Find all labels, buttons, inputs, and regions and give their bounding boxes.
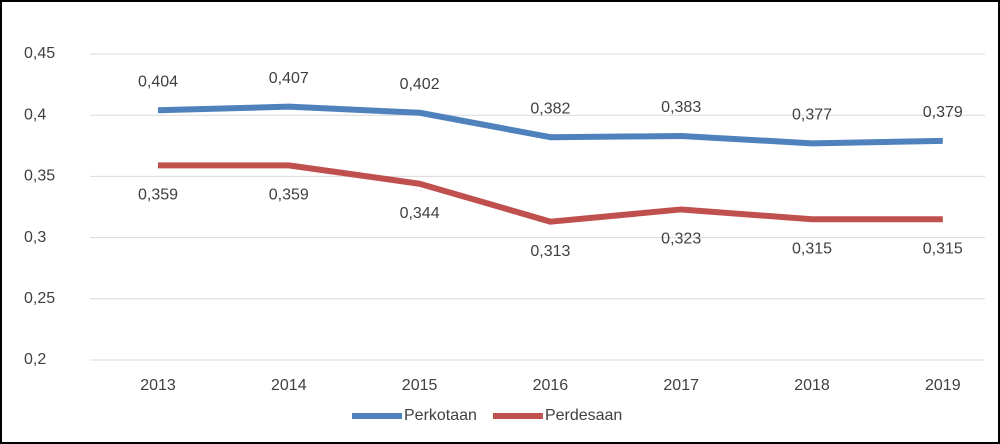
data-label: 0,379: [923, 104, 963, 121]
y-tick-label: 0,2: [24, 351, 46, 368]
x-tick-label: 2018: [794, 377, 830, 394]
data-label: 0,402: [400, 76, 440, 93]
y-tick-label: 0,4: [24, 106, 46, 123]
data-label: 0,323: [661, 231, 701, 248]
data-label: 0,344: [400, 205, 440, 222]
x-tick-label: 2019: [925, 377, 961, 394]
x-tick-label: 2016: [533, 377, 569, 394]
y-tick-label: 0,25: [24, 290, 55, 307]
x-tick-label: 2014: [271, 377, 307, 394]
legend-label: Perdesaan: [545, 407, 622, 424]
data-label: 0,359: [269, 187, 309, 204]
line: [157, 103, 943, 147]
data-label: 0,404: [138, 74, 178, 91]
x-tick-label: 2013: [140, 377, 176, 394]
y-tick-label: 0,3: [24, 229, 46, 246]
data-label: 0,377: [792, 107, 832, 124]
x-tick-label: 2015: [402, 377, 438, 394]
y-tick-label: 0,35: [24, 168, 55, 185]
data-label: 0,383: [661, 99, 701, 116]
legend-label: Perkotaan: [404, 407, 477, 424]
data-label: 0,382: [530, 100, 570, 117]
data-label: 0,313: [530, 243, 570, 260]
data-label: 0,407: [269, 70, 309, 87]
data-label: 0,359: [138, 187, 178, 204]
data-label: 0,315: [792, 240, 832, 257]
data-label: 0,315: [923, 240, 963, 257]
line: [158, 162, 943, 225]
x-tick-label: 2017: [663, 377, 699, 394]
y-tick-label: 0,45: [24, 45, 55, 62]
